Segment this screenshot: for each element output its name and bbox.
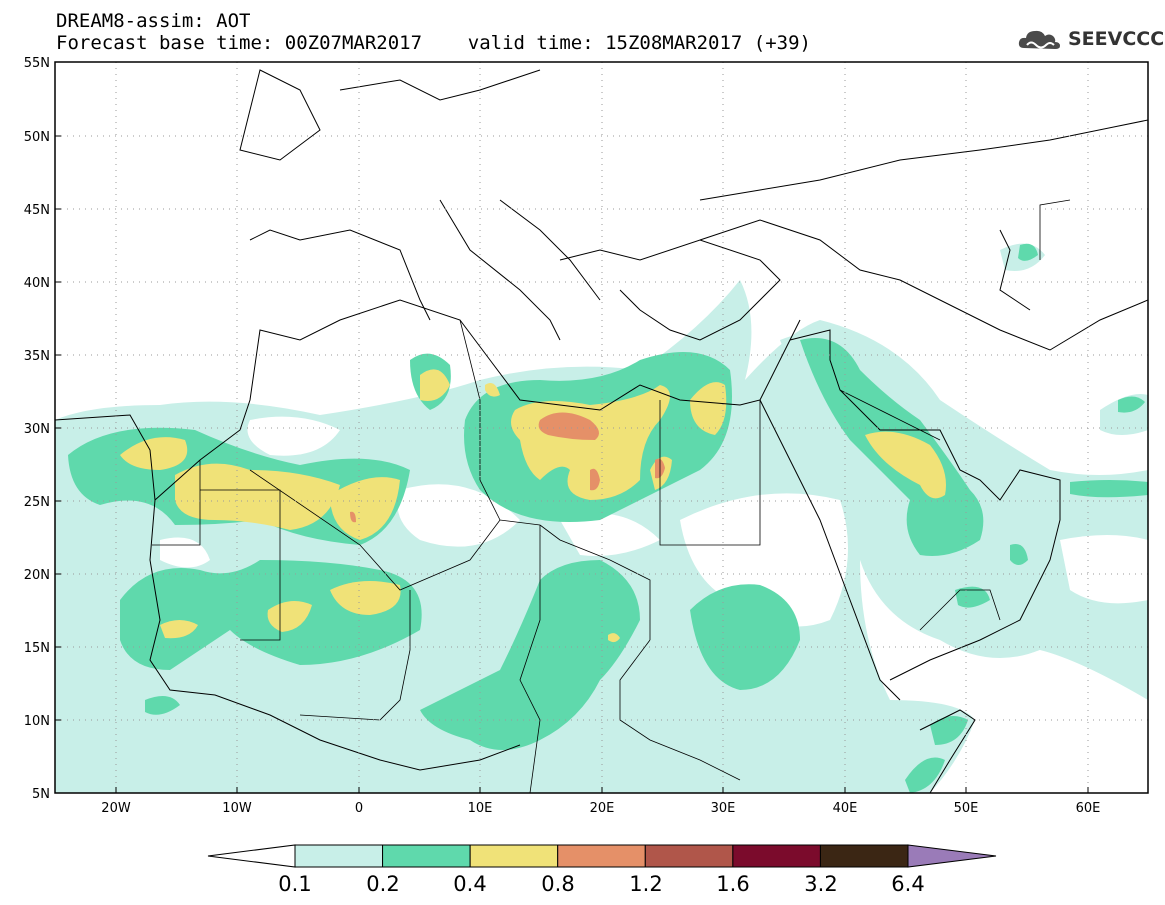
lon-label: 20W (101, 801, 131, 816)
lon-label: 30E (711, 801, 736, 816)
colorbar-cell (732, 844, 821, 868)
graticule (55, 62, 1148, 793)
lat-label: 30N (24, 422, 50, 437)
lon-label: 10W (222, 801, 252, 816)
colorbar: 0.1 0.2 0.4 0.8 1.2 1.6 3.2 6.4 (207, 844, 997, 896)
lon-label: 10E (468, 801, 493, 816)
colorbar-cell (819, 844, 909, 868)
axis-ticks (55, 61, 1089, 794)
aot-level-0-4 (120, 369, 946, 643)
colorbar-above-triangle (907, 844, 997, 868)
colorbar-label: 1.2 (629, 872, 662, 896)
colorbar-label: 6.4 (891, 872, 924, 896)
colorbar-label: 0.4 (453, 872, 486, 896)
lat-label: 5N (32, 787, 50, 802)
colorbar-label: 0.1 (278, 872, 311, 896)
lat-label: 35N (24, 349, 50, 364)
colorbar-label: 3.2 (804, 872, 837, 896)
cloud-icon (1018, 30, 1060, 49)
forecast-times: Forecast base time: 00Z07MAR2017 valid t… (56, 32, 811, 54)
colorbar-cell (469, 844, 559, 868)
lon-label: 40E (833, 801, 858, 816)
lat-label: 55N (24, 56, 50, 71)
lat-label: 50N (24, 130, 50, 145)
colorbar-cell (294, 844, 384, 868)
lon-labels: 20W 10W 0 10E 20E 30E 40E 50E 60E (101, 801, 1100, 816)
logo-text: SEEVCCC (1068, 28, 1165, 50)
colorbar-label: 0.2 (366, 872, 399, 896)
lat-label: 10N (24, 714, 50, 729)
map-title: DREAM8-assim: AOT (56, 10, 251, 32)
colorbar-label: 1.6 (716, 872, 749, 896)
seevccc-logo: SEEVCCC (1018, 26, 1164, 52)
lon-label: 50E (954, 801, 979, 816)
coastlines (55, 69, 1148, 793)
lon-label: 20E (590, 801, 615, 816)
lat-labels: 55N 50N 45N 40N 35N 30N 25N 20N 15N 10N … (24, 56, 50, 802)
lat-label: 45N (24, 203, 50, 218)
lon-label: 60E (1076, 801, 1101, 816)
colorbar-label: 0.8 (541, 872, 574, 896)
lat-label: 25N (24, 495, 50, 510)
colorbar-below-triangle (207, 844, 296, 868)
colorbar-cell (382, 844, 471, 868)
colorbar-cell (644, 844, 734, 868)
colorbar-cell (557, 844, 646, 868)
lat-label: 15N (24, 641, 50, 656)
lon-label: 0 (355, 801, 363, 816)
lat-label: 40N (24, 276, 50, 291)
lat-label: 20N (24, 568, 50, 583)
